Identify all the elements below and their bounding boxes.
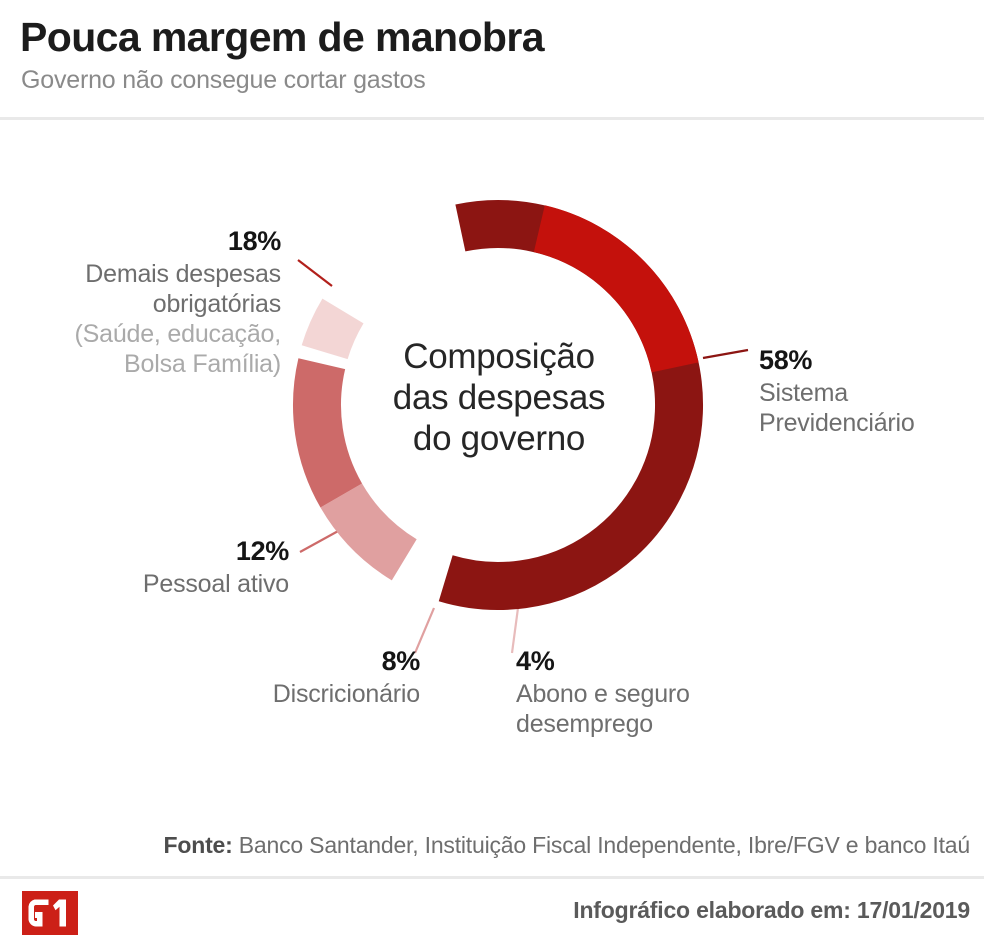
donut-center-label: Composição das despesas do governo [349,336,649,459]
leader-lines [297,259,749,654]
callout-percent-discricionario: 8% [381,646,421,676]
callout-label-pessoal-line1: Pessoal ativo [142,570,289,598]
source-label: Fonte: [163,832,233,858]
donut-chart: Composição das despesas do governo 58% S… [0,118,984,818]
donut-chart-svg [293,200,749,654]
leader-line-pessoal [299,529,341,553]
callout-label-abono-line2: desemprego [516,710,653,738]
page-title: Pouca margem de manobra [20,14,545,60]
callout-percent-pessoal: 12% [235,536,289,566]
g1-logo-icon[interactable] [22,891,78,935]
callout-label-demais-line2: obrigatórias [152,290,281,318]
page-subtitle: Governo não consegue cortar gastos [21,66,426,94]
footer-row: Infográfico elaborado em: 17/01/2019 [0,879,984,952]
callout-label-discricionario-line1: Discricionário [272,680,420,708]
center-line-1: Composição [403,337,595,376]
center-line-2: das despesas [392,378,606,417]
header-divider [0,117,984,120]
callout-percent-abono: 4% [516,646,555,676]
segment-discricionario[interactable] [320,482,418,581]
callout-label-demais-sub2: Bolsa Família) [124,350,281,378]
donut-segments [293,200,704,610]
callout-discricionario: 8% Discricionário [170,646,421,709]
segment-demais-despesas[interactable] [533,205,699,373]
callout-label-demais-sub1: (Saúde, educação, [74,320,282,348]
footer-divider [0,876,984,879]
callout-pessoal-ativo: 12% Pessoal ativo [20,536,289,599]
leader-line-discricionario [413,607,436,654]
header: Pouca margem de manobra Governo não cons… [0,0,984,120]
callout-abono-seguro: 4% Abono e seguro desemprego [516,646,776,739]
leader-line-abono [510,607,520,654]
callout-label-previdenciario-line2: Previdenciário [759,409,915,437]
source-row: Fonte: Banco Santander, Instituição Fisc… [0,832,984,876]
callout-label-demais-line1: Demais despesas [85,260,281,288]
callout-label-previdenciario-line1: Sistema [759,379,848,407]
leader-line-demais [297,259,333,287]
source-text: Fonte: Banco Santander, Instituição Fisc… [163,832,971,859]
segment-pessoal-ativo[interactable] [293,358,363,508]
callout-label-abono-line1: Abono e seguro [516,680,690,708]
source-value: Banco Santander, Instituição Fiscal Inde… [232,832,970,858]
date-text: Infográfico elaborado em: 17/01/2019 [573,897,970,923]
segment-abono-seguro-desemprego[interactable] [301,298,364,360]
center-line-3: do governo [412,419,586,458]
leader-line-previdenciario [702,348,749,360]
callout-percent-previdenciario: 58% [759,345,813,375]
callout-percent-demais: 18% [227,226,281,256]
callout-sistema-previdenciario: 58% Sistema Previdenciário [759,345,984,438]
callout-demais-despesas: 18% Demais despesas obrigatórias (Saúde,… [10,226,282,379]
